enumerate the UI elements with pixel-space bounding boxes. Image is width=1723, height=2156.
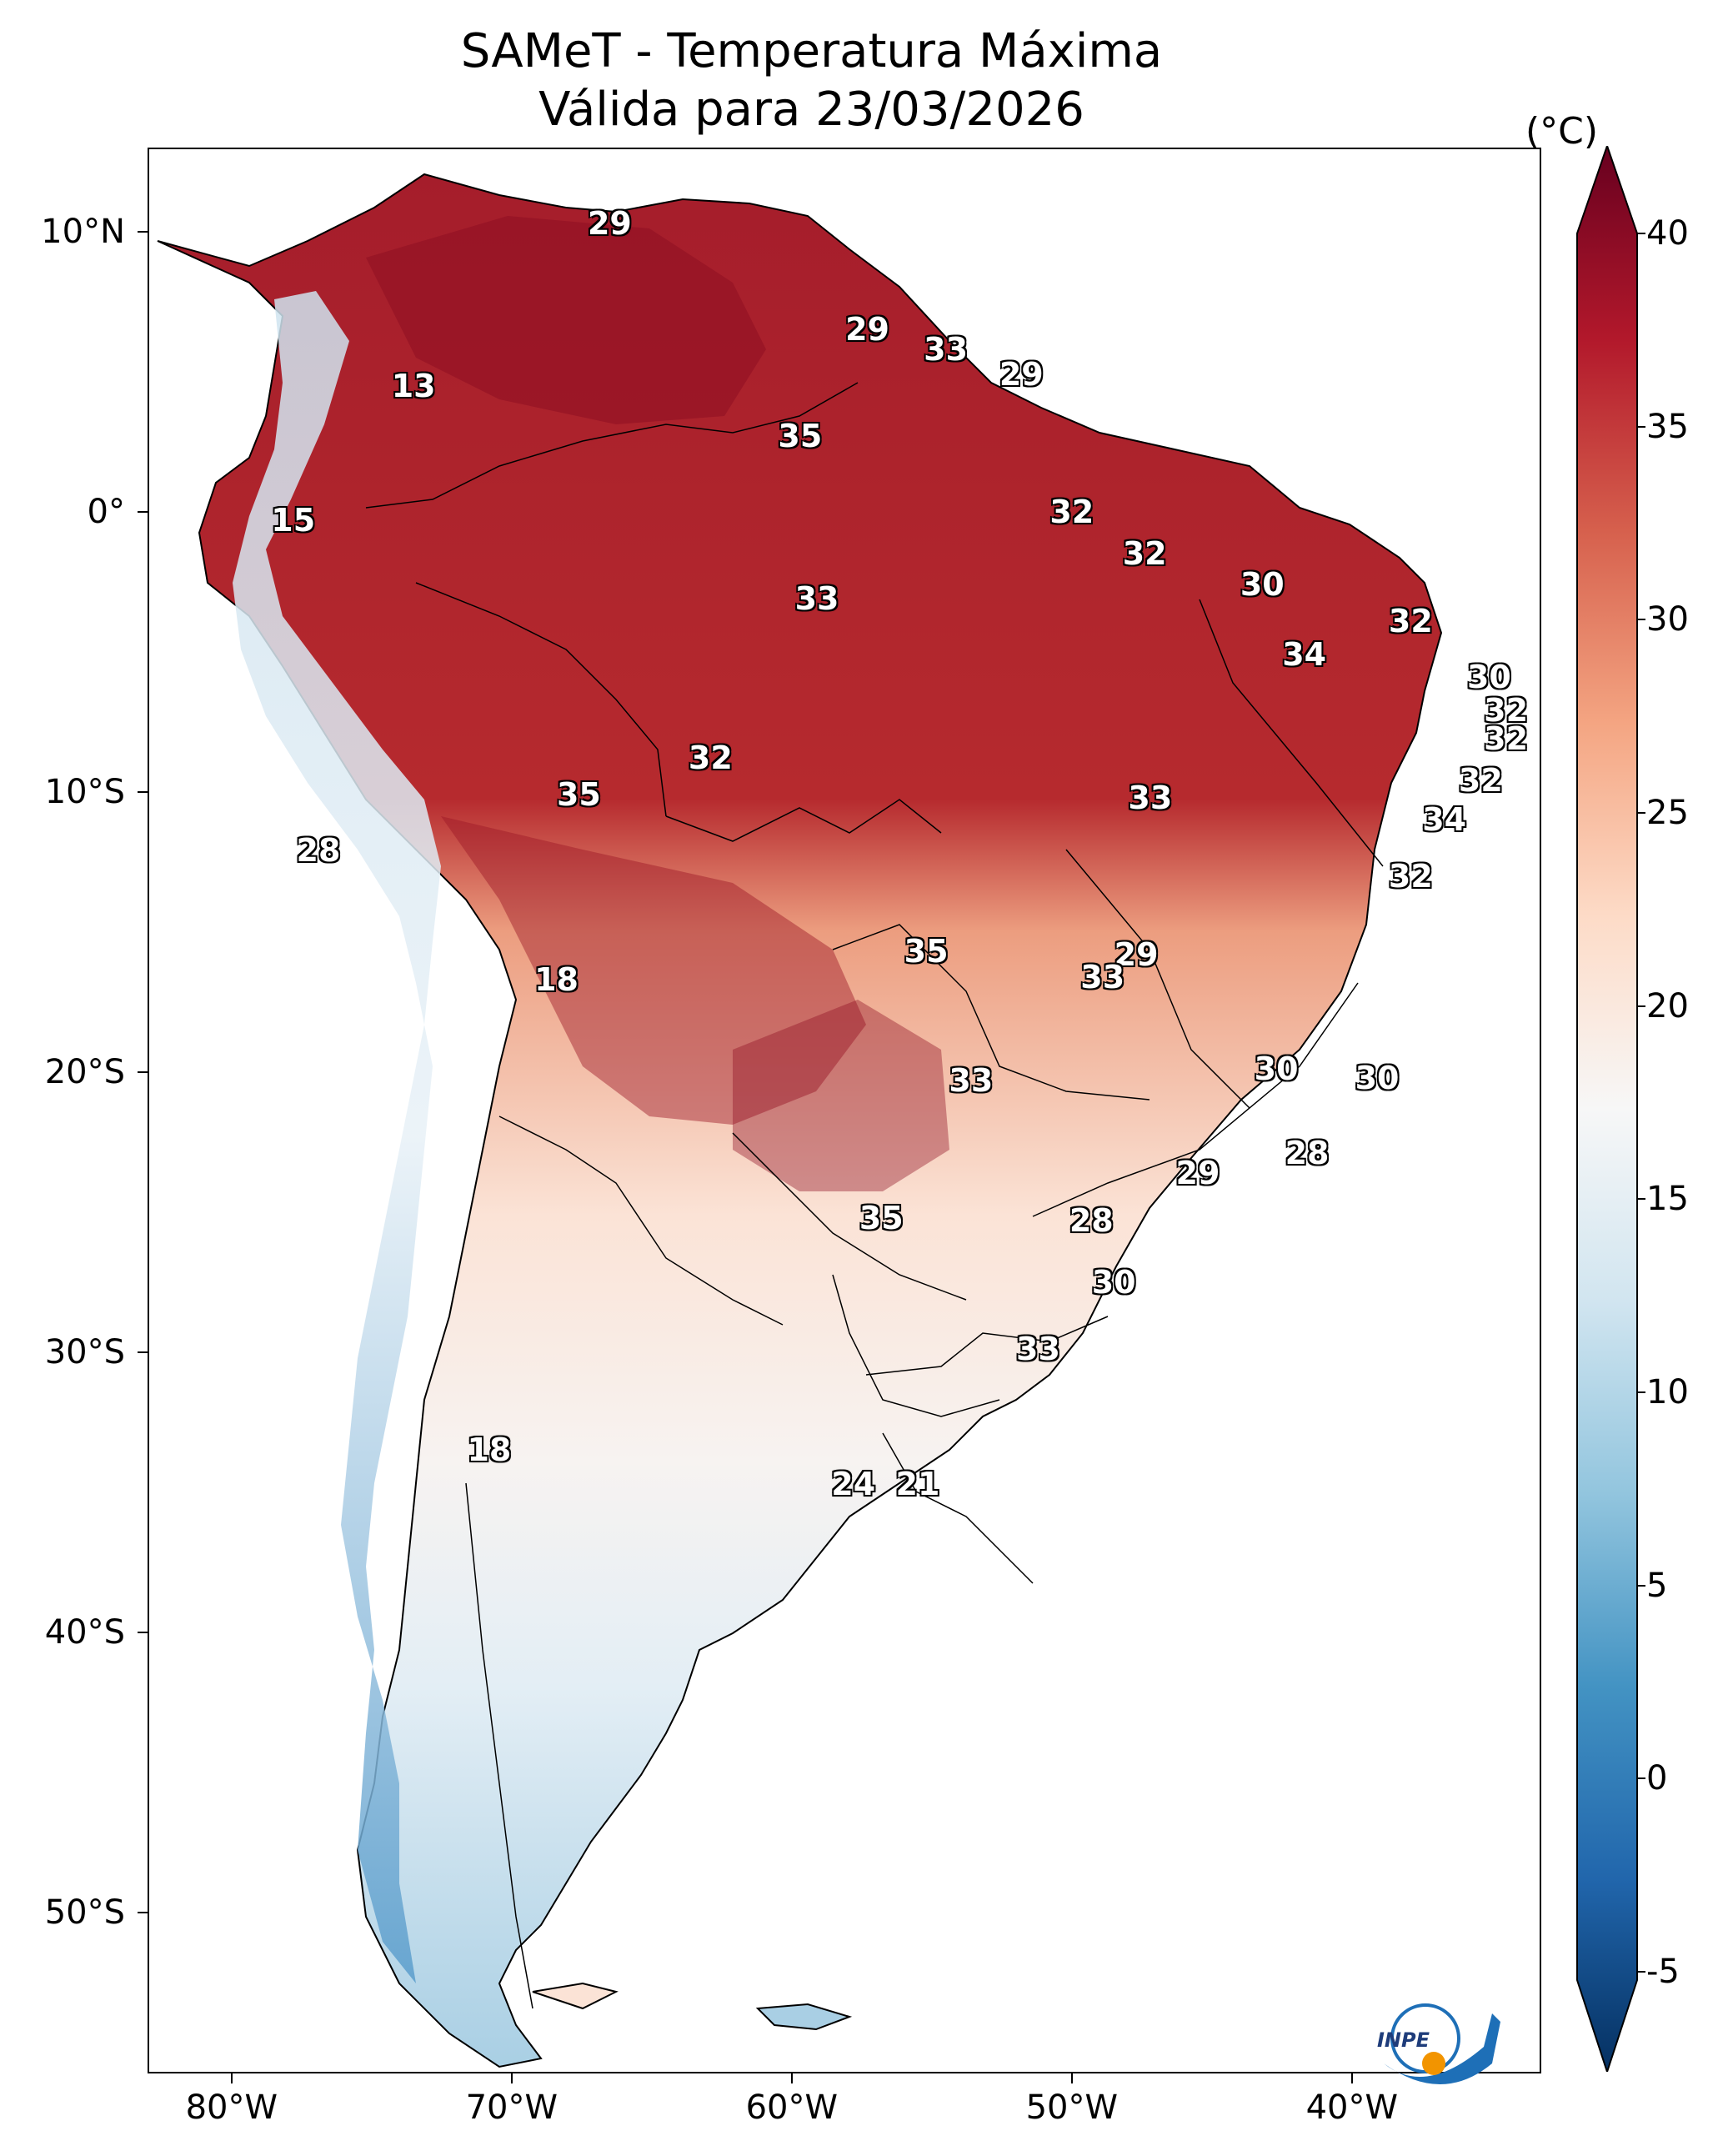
temperature-label: 35	[556, 776, 601, 814]
lat-tick-mark	[138, 230, 148, 233]
colorbar-tick-label: 30	[1646, 600, 1689, 639]
map-panel	[148, 148, 1541, 2073]
temperature-label: 29	[1114, 935, 1159, 973]
lon-tick-mark	[1350, 2073, 1353, 2083]
lat-tick-label: 30°S	[44, 1332, 125, 1371]
colorbar-tick-label: 35	[1646, 407, 1689, 446]
logo-ring-icon	[1390, 2003, 1460, 2073]
lat-tick-label: 20°S	[44, 1052, 125, 1091]
lat-tick-label: 10°S	[44, 772, 125, 811]
logo-sun-icon	[1422, 2052, 1445, 2075]
lon-tick-label: 80°W	[185, 2088, 278, 2127]
colorbar-tick-label: 40	[1646, 214, 1689, 253]
temperature-label: 21	[895, 1465, 940, 1502]
colorbar-tick-mark	[1637, 1971, 1645, 1973]
temperature-label: 32	[1458, 762, 1503, 800]
colorbar-tick-label: 0	[1646, 1759, 1668, 1798]
logo-text: INPE	[1377, 2028, 1430, 2052]
temperature-label: 13	[391, 367, 436, 404]
lat-tick-mark	[138, 1070, 148, 1073]
lat-tick-label: 40°S	[44, 1612, 125, 1652]
colorbar-tick-mark	[1637, 1777, 1645, 1780]
lon-tick-mark	[510, 2073, 513, 2083]
colorbar-tick-mark	[1637, 812, 1645, 814]
lon-tick-label: 50°W	[1025, 2088, 1119, 2127]
temperature-label: 35	[904, 933, 949, 970]
temperature-label: 33	[924, 330, 969, 368]
temperature-label: 32	[1049, 493, 1094, 530]
lat-tick-mark	[138, 1911, 148, 1913]
colorbar-tick-mark	[1637, 425, 1645, 428]
colorbar-tick-label: -5	[1646, 1953, 1680, 1991]
colorbar-tick-label: 20	[1646, 986, 1689, 1025]
temperature-map	[157, 173, 1443, 2068]
inpe-logo: INPE	[1377, 2003, 1500, 2084]
lat-tick-label: 50°S	[44, 1893, 125, 1932]
chart-subtitle: Válida para 23/03/2026	[538, 83, 1084, 137]
temperature-label: 33	[1128, 779, 1173, 816]
lon-tick-label: 60°W	[745, 2088, 839, 2127]
lon-tick-mark	[1070, 2073, 1073, 2083]
colorbar-unit: (°C)	[1525, 110, 1599, 153]
lon-tick-label: 70°W	[465, 2088, 558, 2127]
temperature-label: 18	[467, 1431, 512, 1469]
temperature-label: 35	[778, 418, 823, 455]
lat-tick-mark	[138, 790, 148, 793]
temperature-label: 29	[1175, 1154, 1220, 1191]
temperature-label: 33	[949, 1061, 994, 1099]
south-america-landmass	[157, 173, 1443, 2068]
colorbar-tick-label: 5	[1646, 1566, 1668, 1605]
temperature-label: 32	[1122, 535, 1167, 573]
temperature-label: 32	[1388, 857, 1433, 895]
colorbar-tick-mark	[1637, 1391, 1645, 1393]
colorbar-tick-mark	[1637, 233, 1645, 234]
temperature-label: 30	[1355, 1059, 1400, 1096]
temperature-label: 30	[1466, 659, 1511, 696]
temperature-label: 33	[1016, 1331, 1060, 1368]
temperature-label: 32	[1484, 720, 1529, 757]
colorbar-tick-mark	[1637, 619, 1645, 621]
temperature-label: 18	[534, 960, 579, 998]
temperature-label: 15	[271, 501, 316, 539]
temperature-label: 28	[1285, 1135, 1330, 1172]
colorbar	[1576, 146, 1638, 2072]
temperature-label: 32	[1484, 692, 1529, 730]
lat-tick-mark	[138, 510, 148, 513]
temperature-label: 35	[859, 1199, 904, 1236]
temperature-label: 29	[999, 356, 1044, 394]
temperature-label: 32	[1388, 602, 1433, 639]
logo-arrow-icon	[1384, 2013, 1500, 2084]
colorbar-tick-mark	[1637, 1005, 1645, 1007]
chart-title: SAMeT - Temperatura Máxima	[460, 24, 1163, 78]
temperature-label: 30	[1254, 1050, 1299, 1088]
lat-tick-mark	[138, 1351, 148, 1353]
colorbar-tick-label: 10	[1646, 1373, 1689, 1411]
temperature-label: 24	[831, 1465, 876, 1502]
colorbar-tick-label: 25	[1646, 794, 1689, 832]
lon-tick-mark	[230, 2073, 233, 2083]
lon-tick-mark	[790, 2073, 793, 2083]
temperature-label: 28	[296, 832, 341, 870]
temperature-label: 30	[1091, 1263, 1136, 1301]
country-borders	[365, 382, 1384, 2009]
colorbar-tick-mark	[1637, 1198, 1645, 1201]
temperature-label: 33	[1080, 958, 1125, 995]
temperature-label: 30	[1240, 566, 1285, 604]
lat-tick-label: 10°N	[41, 212, 125, 251]
lat-tick-label: 0°	[87, 492, 125, 531]
temperature-label: 34	[1422, 801, 1467, 839]
temperature-label: 32	[688, 740, 733, 777]
colorbar-tick-mark	[1637, 1584, 1645, 1587]
colorbar-tick-label: 15	[1646, 1180, 1689, 1219]
temperature-label: 29	[845, 311, 889, 348]
temperature-label: 33	[794, 579, 839, 617]
lat-tick-mark	[138, 1631, 148, 1633]
temperature-label: 28	[1069, 1201, 1114, 1239]
temperature-label: 34	[1282, 636, 1327, 674]
lon-tick-label: 40°W	[1305, 2088, 1399, 2127]
temperature-label: 29	[587, 204, 632, 242]
